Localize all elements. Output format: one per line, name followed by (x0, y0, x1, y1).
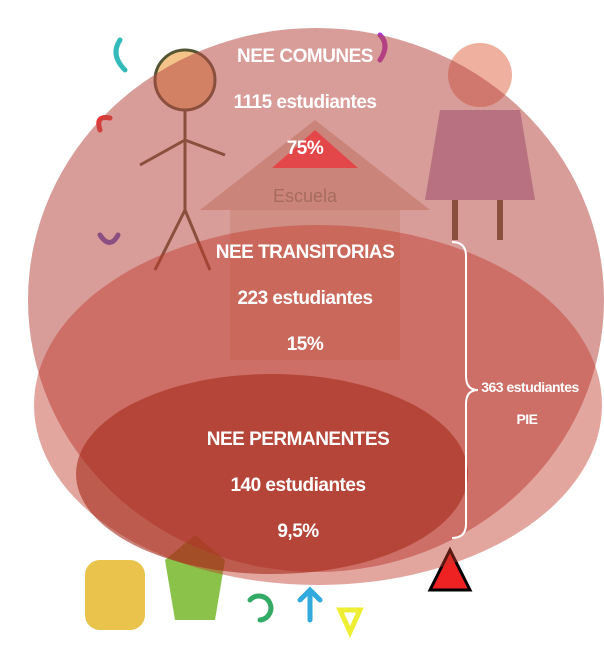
group-count: 223 estudiantes (237, 288, 372, 309)
school-sign: Escuela (273, 186, 338, 206)
triangle (336, 607, 364, 639)
group-title: NEE PERMANENTES (207, 429, 390, 450)
group-count: 1115 estudiantes (233, 92, 376, 113)
spiral (247, 593, 274, 623)
group-percent: 15% (287, 334, 324, 355)
school-house: Escuela (200, 120, 430, 360)
inner-ellipse (76, 374, 468, 574)
arrow (297, 586, 323, 623)
brace-count: 363 estudiantes (481, 379, 579, 395)
brace (451, 241, 479, 539)
group-percent: 9,5% (277, 521, 319, 542)
group-labels: NEE COMUNES 1115 estudiantes 75% NEE TRANSI… (207, 46, 395, 542)
group-title: NEE TRANSITORIAS (216, 242, 395, 263)
squiggle (113, 37, 128, 73)
group-count: 140 estudiantes (230, 475, 365, 496)
group-percent: 75% (287, 138, 324, 159)
group-title: NEE COMUNES (237, 46, 373, 67)
brace-label: PIE (516, 411, 537, 427)
